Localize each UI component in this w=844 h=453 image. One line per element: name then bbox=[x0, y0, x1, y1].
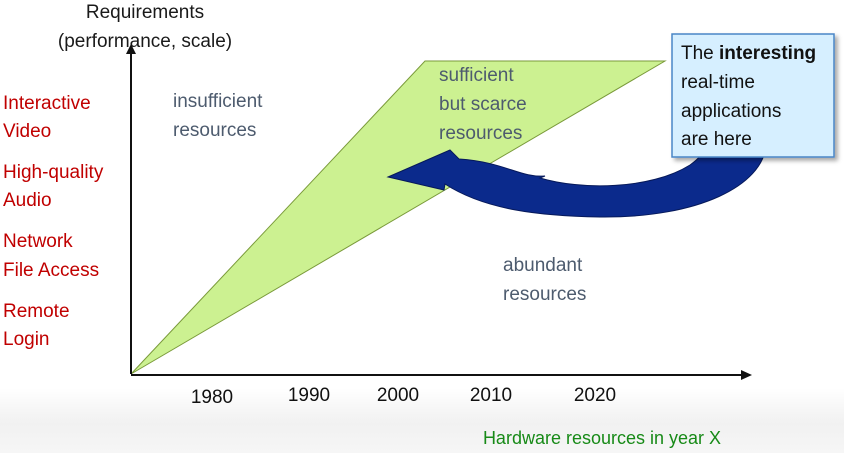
callout-box bbox=[671, 33, 835, 158]
app-interactive-video-line1: Interactive bbox=[3, 93, 91, 114]
app-audio-line1: High-quality bbox=[3, 162, 104, 183]
region-abundant-line2: resources bbox=[503, 284, 586, 305]
year-label-2000: 2000 bbox=[377, 385, 419, 406]
bottom-shade bbox=[0, 388, 844, 453]
year-label-1990: 1990 bbox=[288, 385, 330, 406]
region-sufficient-line1: sufficient bbox=[439, 65, 514, 86]
region-sufficient-line3: resources bbox=[439, 123, 522, 144]
app-remote-login-line2: Login bbox=[3, 329, 50, 350]
x-axis-arrowhead bbox=[741, 370, 752, 380]
y-axis-title-line2: (performance, scale) bbox=[58, 31, 232, 52]
year-label-2010: 2010 bbox=[470, 385, 512, 406]
callout-line2: real-time bbox=[681, 72, 755, 93]
callout-line3: applications bbox=[681, 101, 781, 122]
app-remote-login-line1: Remote bbox=[3, 301, 70, 322]
app-interactive-video-line2: Video bbox=[3, 121, 51, 142]
y-axis-arrowhead bbox=[126, 44, 136, 54]
region-abundant-line1: abundant bbox=[503, 255, 583, 276]
region-insufficient-line2: resources bbox=[173, 120, 256, 141]
app-audio-line2: Audio bbox=[3, 190, 52, 211]
callout-line4: are here bbox=[681, 129, 752, 150]
region-sufficient-line2: but scarce bbox=[439, 94, 527, 115]
app-network-file-line2: File Access bbox=[3, 260, 99, 281]
sufficient-region-wedge bbox=[130, 60, 667, 375]
callout-line1: The interesting bbox=[681, 43, 816, 64]
year-label-1980: 1980 bbox=[191, 387, 233, 408]
x-axis-title: Hardware resources in year X bbox=[483, 428, 721, 448]
y-axis-title-line1: Requirements bbox=[86, 2, 204, 23]
region-insufficient-line1: insufficient bbox=[173, 91, 263, 112]
year-label-2020: 2020 bbox=[574, 385, 616, 406]
app-network-file-line1: Network bbox=[3, 231, 73, 252]
